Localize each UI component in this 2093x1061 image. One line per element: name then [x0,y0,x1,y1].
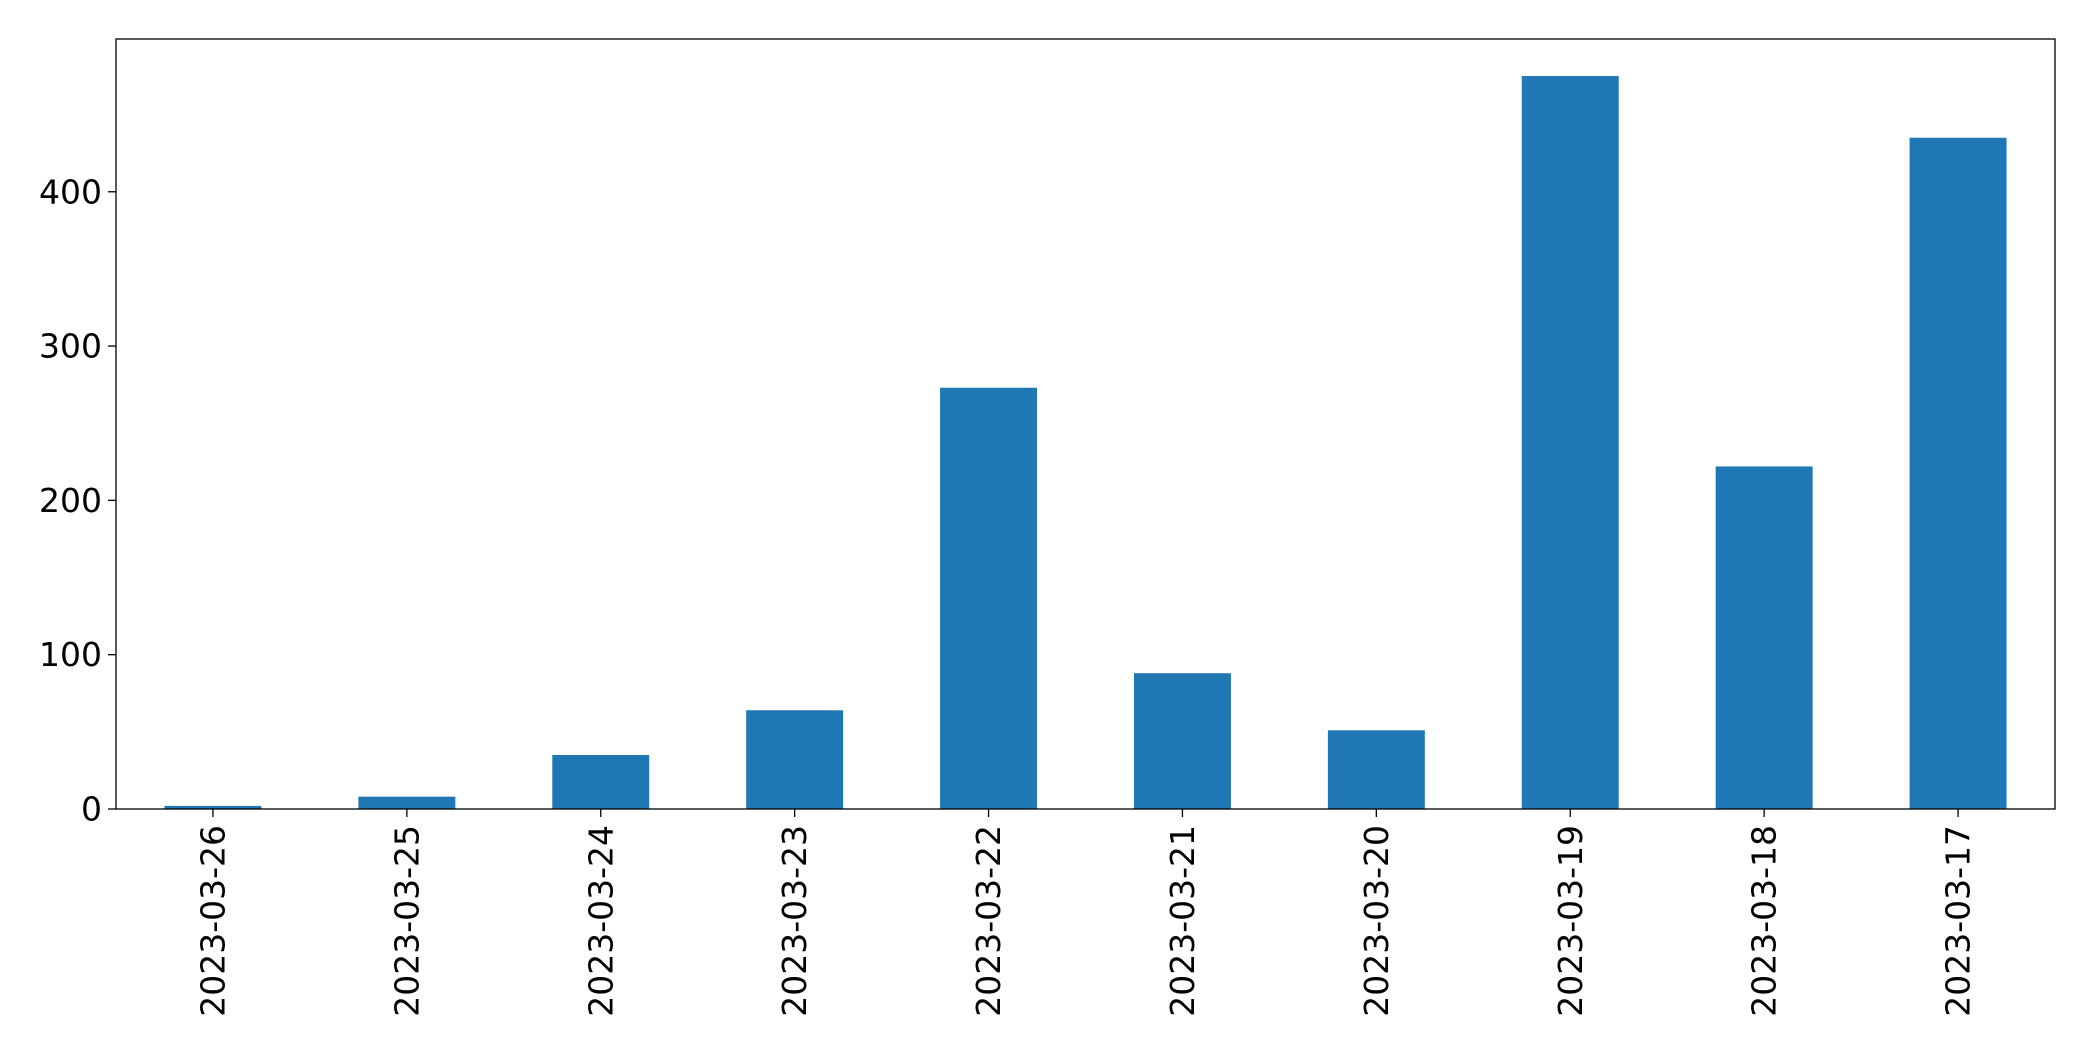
plot-frame [115,38,2056,810]
bar-2023-03-18 [1715,466,1813,809]
bars-layer [164,76,2007,810]
bar-2023-03-25 [358,796,456,809]
x-tick-label: 2023-03-23 [775,825,814,1017]
x-tick-label: 2023-03-20 [1357,825,1396,1017]
bar-2023-03-20 [1327,730,1425,809]
x-tick-label: 2023-03-17 [1939,825,1978,1017]
x-tick-label: 2023-03-19 [1551,825,1590,1017]
x-tick-label: 2023-03-21 [1163,825,1202,1017]
bar-2023-03-22 [940,387,1038,809]
y-tick-label: 400 [39,172,102,211]
bar-2023-03-24 [552,754,650,809]
x-tick-label: 2023-03-26 [193,825,232,1017]
bar-2023-03-23 [746,710,844,809]
x-tick-label: 2023-03-24 [581,825,620,1017]
y-tick-label: 0 [81,790,102,829]
y-tick-label: 300 [39,327,102,366]
x-tick-label: 2023-03-25 [387,825,426,1017]
bar-2023-03-26 [164,805,262,809]
y-tick-label: 200 [39,481,102,520]
bar-2023-03-19 [1521,76,1619,810]
bar-2023-03-17 [1909,137,2007,810]
x-axis: 2023-03-26 2023-03-25 2023-03-24 2023-03-23… [193,809,1978,1017]
x-tick-label: 2023-03-22 [969,825,1008,1017]
x-tick-label: 2023-03-18 [1745,825,1784,1017]
y-axis: 0 100 200 300 400 [39,172,116,829]
bar-2023-03-21 [1133,673,1231,809]
y-tick-label: 100 [39,635,102,674]
